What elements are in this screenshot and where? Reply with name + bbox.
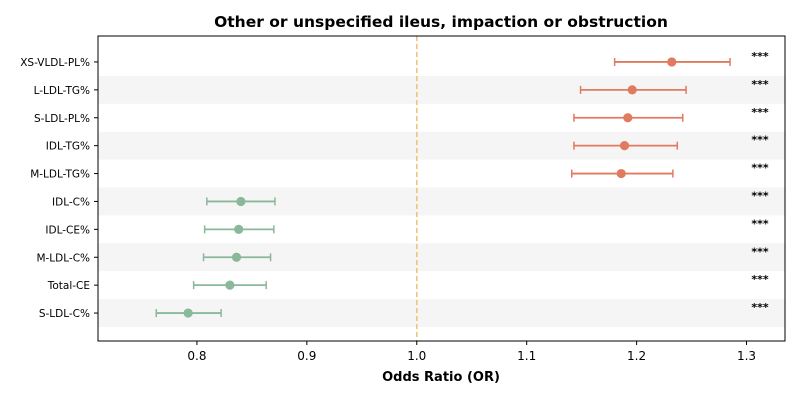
row-stripes	[98, 75, 785, 327]
x-tick-label: 1.3	[737, 349, 756, 363]
significance-label: ***	[751, 245, 769, 258]
or-point	[627, 85, 637, 95]
x-axis-label: Odds Ratio (OR)	[382, 370, 500, 385]
or-point	[623, 113, 633, 123]
x-tick-label: 0.8	[187, 349, 206, 363]
data-points	[155, 57, 731, 318]
significance-label: ***	[751, 162, 769, 175]
or-point	[616, 168, 626, 179]
x-tick-label: 1.1	[517, 349, 536, 363]
y-tick-label: S-LDL-C%	[39, 308, 90, 320]
y-tick-label: IDL-C%	[52, 196, 90, 208]
y-tick-label: IDL-CE%	[45, 224, 90, 236]
y-tick-label: IDL-TG%	[46, 141, 90, 153]
significance-label: ***	[751, 78, 769, 91]
significance-label: ***	[751, 217, 769, 230]
y-tick-label: Total-CE	[47, 280, 90, 292]
significance-label: ***	[751, 189, 769, 202]
y-tick-label: S-LDL-PL%	[34, 113, 90, 125]
or-point	[234, 224, 244, 234]
significance-label: ***	[751, 106, 769, 119]
y-tick-label: XS-VLDL-PL%	[20, 57, 90, 69]
chart-title: Other or unspecified ileus, impaction or…	[214, 13, 668, 31]
significance-label: ***	[751, 273, 769, 286]
row-stripe	[98, 131, 785, 160]
plot-frame	[97, 35, 786, 342]
or-point	[236, 196, 246, 207]
or-point	[183, 308, 193, 318]
y-tick-label: M-LDL-TG%	[30, 169, 90, 181]
significance-label: ***	[751, 134, 769, 147]
or-point	[619, 141, 630, 151]
row-stripe	[98, 187, 785, 216]
significance-labels: *** *** *** *** *** *** *** *** *** ***	[751, 50, 769, 314]
or-point	[225, 280, 235, 290]
significance-label: ***	[751, 301, 769, 314]
row-stripe	[98, 243, 785, 272]
significance-label: ***	[751, 50, 769, 63]
y-axis: XS-VLDL-PL% L-LDL-TG% S-LDL-PL% IDL-TG% M-LD…	[20, 57, 98, 320]
y-tick-label: L-LDL-TG%	[34, 85, 90, 97]
or-point	[231, 252, 242, 262]
y-tick-label: M-LDL-C%	[36, 252, 90, 264]
x-tick-label: 1.0	[407, 349, 426, 363]
or-point	[667, 57, 677, 67]
x-axis: 0.8 0.9 1.0 1.1 1.2 1.3	[187, 341, 756, 363]
x-tick-label: 1.2	[627, 349, 646, 363]
x-tick-label: 0.9	[297, 349, 316, 363]
